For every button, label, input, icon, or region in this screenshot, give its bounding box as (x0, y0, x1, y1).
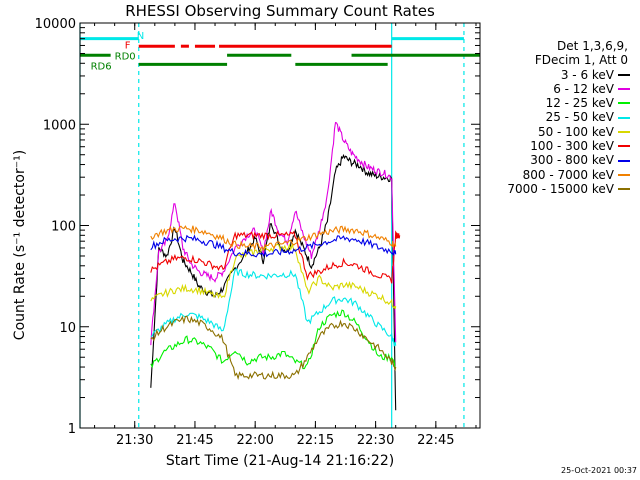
x-tick-label-1: 21:45 (176, 433, 213, 448)
legend-swatch (618, 130, 630, 133)
legend-label: 300 - 800 keV (530, 153, 614, 168)
legend-label: 3 - 6 keV (560, 67, 614, 82)
series-line-5 (150, 230, 401, 284)
legend-header-line-1: Det 1,3,6,9, (557, 39, 628, 53)
y-tick-label-4: 10000 (35, 17, 76, 32)
series-line-4 (150, 242, 397, 310)
series-line-7 (150, 225, 397, 251)
status-bar-label-rd6: RD6 (91, 62, 112, 73)
legend-label: 50 - 100 keV (537, 124, 614, 139)
timestamp: 25-Oct-2021 00:37 (561, 466, 637, 475)
x-axis-label: Start Time (21-Aug-14 21:16:22) (165, 453, 395, 469)
x-tick-label-2: 22:00 (236, 433, 273, 448)
legend-swatch (618, 188, 630, 191)
status-bar-label-f: F (125, 41, 131, 52)
legend-swatch (618, 88, 630, 91)
legend-entry: 50 - 100 keV (478, 125, 630, 139)
data-series (150, 121, 401, 411)
legend-entries: 3 - 6 keV 6 - 12 keV 12 - 25 keV 25 - 50 ke… (478, 68, 630, 197)
series-line-2 (150, 309, 397, 370)
series-line-0 (150, 153, 397, 411)
legend-swatch (618, 116, 630, 119)
x-tick-label-3: 22:15 (297, 433, 334, 448)
legend-swatch (618, 173, 630, 176)
series-line-1 (150, 121, 397, 346)
status-bar-label-n: N (137, 31, 144, 42)
legend-entry: 6 - 12 keV (478, 82, 630, 96)
x-tick-label-4: 22:30 (357, 433, 394, 448)
y-tick-label-1: 10 (59, 321, 76, 336)
status-bar-label-rd0: RD0 (115, 51, 136, 62)
legend-swatch (618, 159, 630, 162)
legend-label: 800 - 7000 keV (522, 167, 614, 182)
legend-entry: 800 - 7000 keV (478, 168, 630, 182)
legend-entry: 25 - 50 keV (478, 110, 630, 124)
legend-entry: 300 - 800 keV (478, 153, 630, 167)
legend-swatch (618, 102, 630, 105)
x-tick-label-5: 22:45 (417, 433, 454, 448)
chart-title: RHESSI Observing Summary Count Rates (125, 2, 435, 20)
series-line-8 (150, 315, 397, 381)
series-line-3 (150, 267, 397, 348)
y-tick-label-3: 1000 (43, 118, 76, 133)
legend-label: 7000 - 15000 keV (507, 181, 614, 196)
legend-label: 100 - 300 keV (530, 139, 614, 154)
legend-label: 6 - 12 keV (553, 81, 614, 96)
y-tick-label-2: 100 (51, 220, 76, 235)
axes: 21:30 21:45 22:00 22:15 22:30 22:45 1 10 100 1000… (35, 17, 481, 448)
series-line-6 (150, 234, 397, 258)
legend-entry: 100 - 300 keV (478, 139, 630, 153)
legend-entry: 3 - 6 keV (478, 68, 630, 82)
x-tick-label-0: 21:30 (116, 433, 153, 448)
legend-header-line-2: FDecim 1, Att 0 (534, 53, 628, 68)
legend-swatch (618, 145, 630, 148)
y-tick-label-0: 1 (68, 422, 76, 437)
legend-swatch (618, 73, 630, 76)
legend-entry: 7000 - 15000 keV (478, 182, 630, 196)
legend-label: 12 - 25 keV (545, 96, 614, 111)
legend: Det 1,3,6,9, FDecim 1, Att 0 3 - 6 keV 6 … (478, 39, 630, 196)
legend-entry: 12 - 25 keV (478, 96, 630, 110)
y-axis-label: Count Rate (s⁻¹ detector⁻¹) (12, 149, 28, 341)
plot-frame (79, 22, 481, 429)
legend-label: 25 - 50 keV (545, 110, 614, 125)
